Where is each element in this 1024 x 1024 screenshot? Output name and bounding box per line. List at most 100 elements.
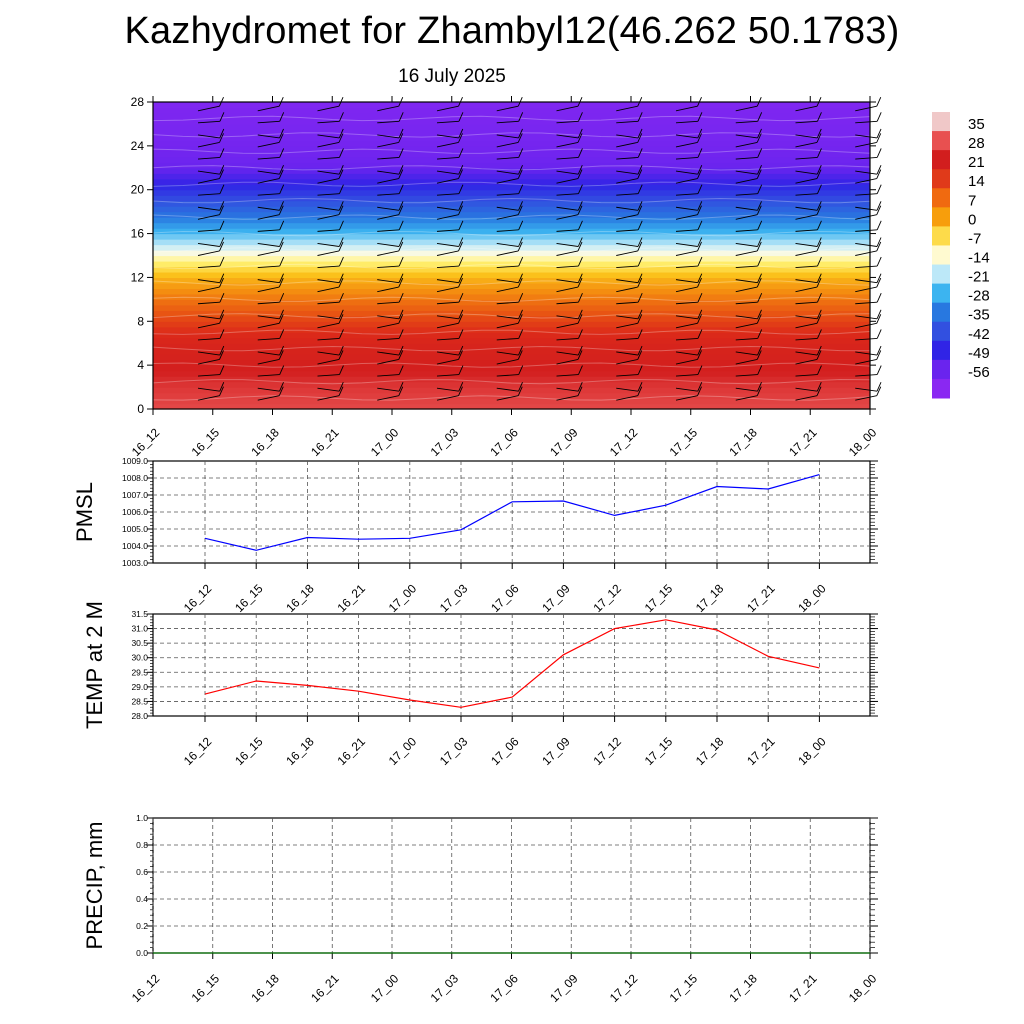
wind-barb: [675, 359, 698, 365]
x-tick-label: 16_15: [232, 734, 266, 768]
wind-barb: [197, 351, 220, 356]
wind-barb: [436, 315, 459, 320]
heatmap-band: [153, 222, 870, 229]
cross-section-panel: 0 4 8 12 16 20 24 28 16_12 16_15 16_18 16_21 17_00 17…: [129, 95, 882, 459]
wind-barb-flag: [637, 148, 643, 158]
wind-barb-flag: [816, 133, 822, 143]
wind-barb: [257, 322, 280, 329]
colorbar-swatch: [932, 188, 950, 208]
wind-barb: [556, 337, 579, 341]
wind-barb: [377, 178, 399, 184]
wind-barb: [317, 178, 340, 184]
wind-barb-flag: [518, 256, 524, 267]
heatmap-band: [153, 112, 870, 120]
colorbar-swatch: [932, 340, 950, 361]
wind-barb: [257, 105, 280, 112]
wind-barb: [436, 141, 459, 148]
x-tick-label-group: 16_21: [308, 425, 342, 459]
wind-barb-flag: [577, 309, 583, 320]
wind-barb-flag: [339, 220, 344, 231]
wind-barb: [556, 134, 579, 139]
wind-barb: [496, 120, 519, 124]
wind-barb: [616, 374, 639, 377]
y-axis-label-group: PRECIP, mm: [82, 822, 107, 950]
wind-barb-flag: [697, 205, 702, 215]
wind-barb: [197, 141, 220, 148]
wind-barb: [377, 120, 400, 124]
wind-barb-flag: [697, 241, 702, 252]
plot-frame: [152, 613, 871, 717]
wind-barb: [795, 178, 818, 184]
x-tick-label-group: 16_21: [334, 581, 368, 615]
heatmap-band: [153, 195, 870, 202]
wind-barb-flag: [398, 220, 404, 231]
wind-barb: [197, 395, 220, 401]
wind-barb-flag: [219, 329, 225, 339]
wind-barb-flag: [816, 309, 822, 320]
x-tick-label: 17_09: [547, 971, 581, 1005]
wind-barb-flag: [338, 314, 344, 324]
wind-barb-flag: [816, 169, 822, 179]
x-tick-label-group: 17_12: [607, 971, 641, 1005]
wind-barb-flag: [458, 309, 464, 320]
wind-barb: [795, 242, 818, 247]
wind-barb-flag: [398, 237, 404, 247]
y-tick-label: 28: [131, 95, 145, 109]
contour-line: [152, 181, 871, 187]
wind-barb: [496, 315, 519, 320]
wind-barb: [436, 229, 459, 232]
wind-barb: [197, 286, 220, 293]
wind-barb-flag: [219, 350, 224, 360]
wind-barb: [436, 374, 459, 377]
wind-barb-flag: [458, 256, 464, 267]
wind-barb-flag: [518, 148, 524, 158]
wind-barb-flag: [458, 133, 463, 143]
wind-barb: [795, 206, 818, 211]
wind-barb-flag: [697, 133, 702, 143]
contour-line: [152, 296, 871, 302]
wind-barb: [556, 387, 579, 392]
x-tick-label: 16_18: [283, 581, 317, 615]
x-tick-label: 16_12: [181, 581, 215, 615]
wind-barb: [616, 337, 639, 341]
wind-barb-flag: [637, 237, 643, 247]
wind-barb-flag: [876, 169, 882, 179]
wind-barb: [616, 315, 639, 320]
wind-barb-flag: [637, 345, 643, 356]
wind-barb-flag: [398, 184, 404, 194]
wind-barb-flag: [518, 112, 524, 122]
wind-barb: [436, 105, 459, 112]
wind-barb: [616, 214, 638, 220]
wind-barb: [735, 265, 758, 269]
colorbar-label: -56: [968, 364, 990, 381]
wind-barb: [556, 322, 579, 329]
x-tick-label-group: 16_21: [334, 734, 368, 768]
colorbar-label: 28: [968, 135, 985, 152]
wind-barb: [436, 242, 459, 247]
wind-barb: [317, 242, 340, 247]
wind-barb: [675, 315, 698, 320]
wind-barb-flag: [817, 365, 822, 375]
wind-barb-flag: [637, 293, 643, 303]
wind-barb-flag: [219, 148, 225, 158]
x-tick-label-group: 16_18: [248, 425, 282, 459]
wind-barb: [197, 206, 220, 211]
wind-barb-flag: [577, 314, 583, 324]
heatmap-band: [153, 184, 870, 191]
wind-barb: [735, 105, 758, 112]
wind-barb-flag: [219, 256, 225, 267]
wind-barb: [436, 387, 459, 392]
wind-barb: [675, 134, 698, 139]
heatmap-band: [153, 365, 870, 372]
y-tick-label: 24: [131, 139, 145, 153]
wind-barb: [556, 105, 579, 112]
wind-barb: [855, 322, 877, 329]
wind-barb: [377, 105, 399, 112]
wind-barb: [317, 134, 340, 139]
heatmap-band: [153, 255, 870, 262]
y-tick-label: 1003.0: [122, 558, 148, 568]
wind-barb-flag: [578, 148, 583, 158]
wind-barb-flag: [577, 205, 583, 215]
x-tick-label-group: 17_09: [547, 425, 581, 459]
wind-barb-flag: [219, 184, 225, 194]
